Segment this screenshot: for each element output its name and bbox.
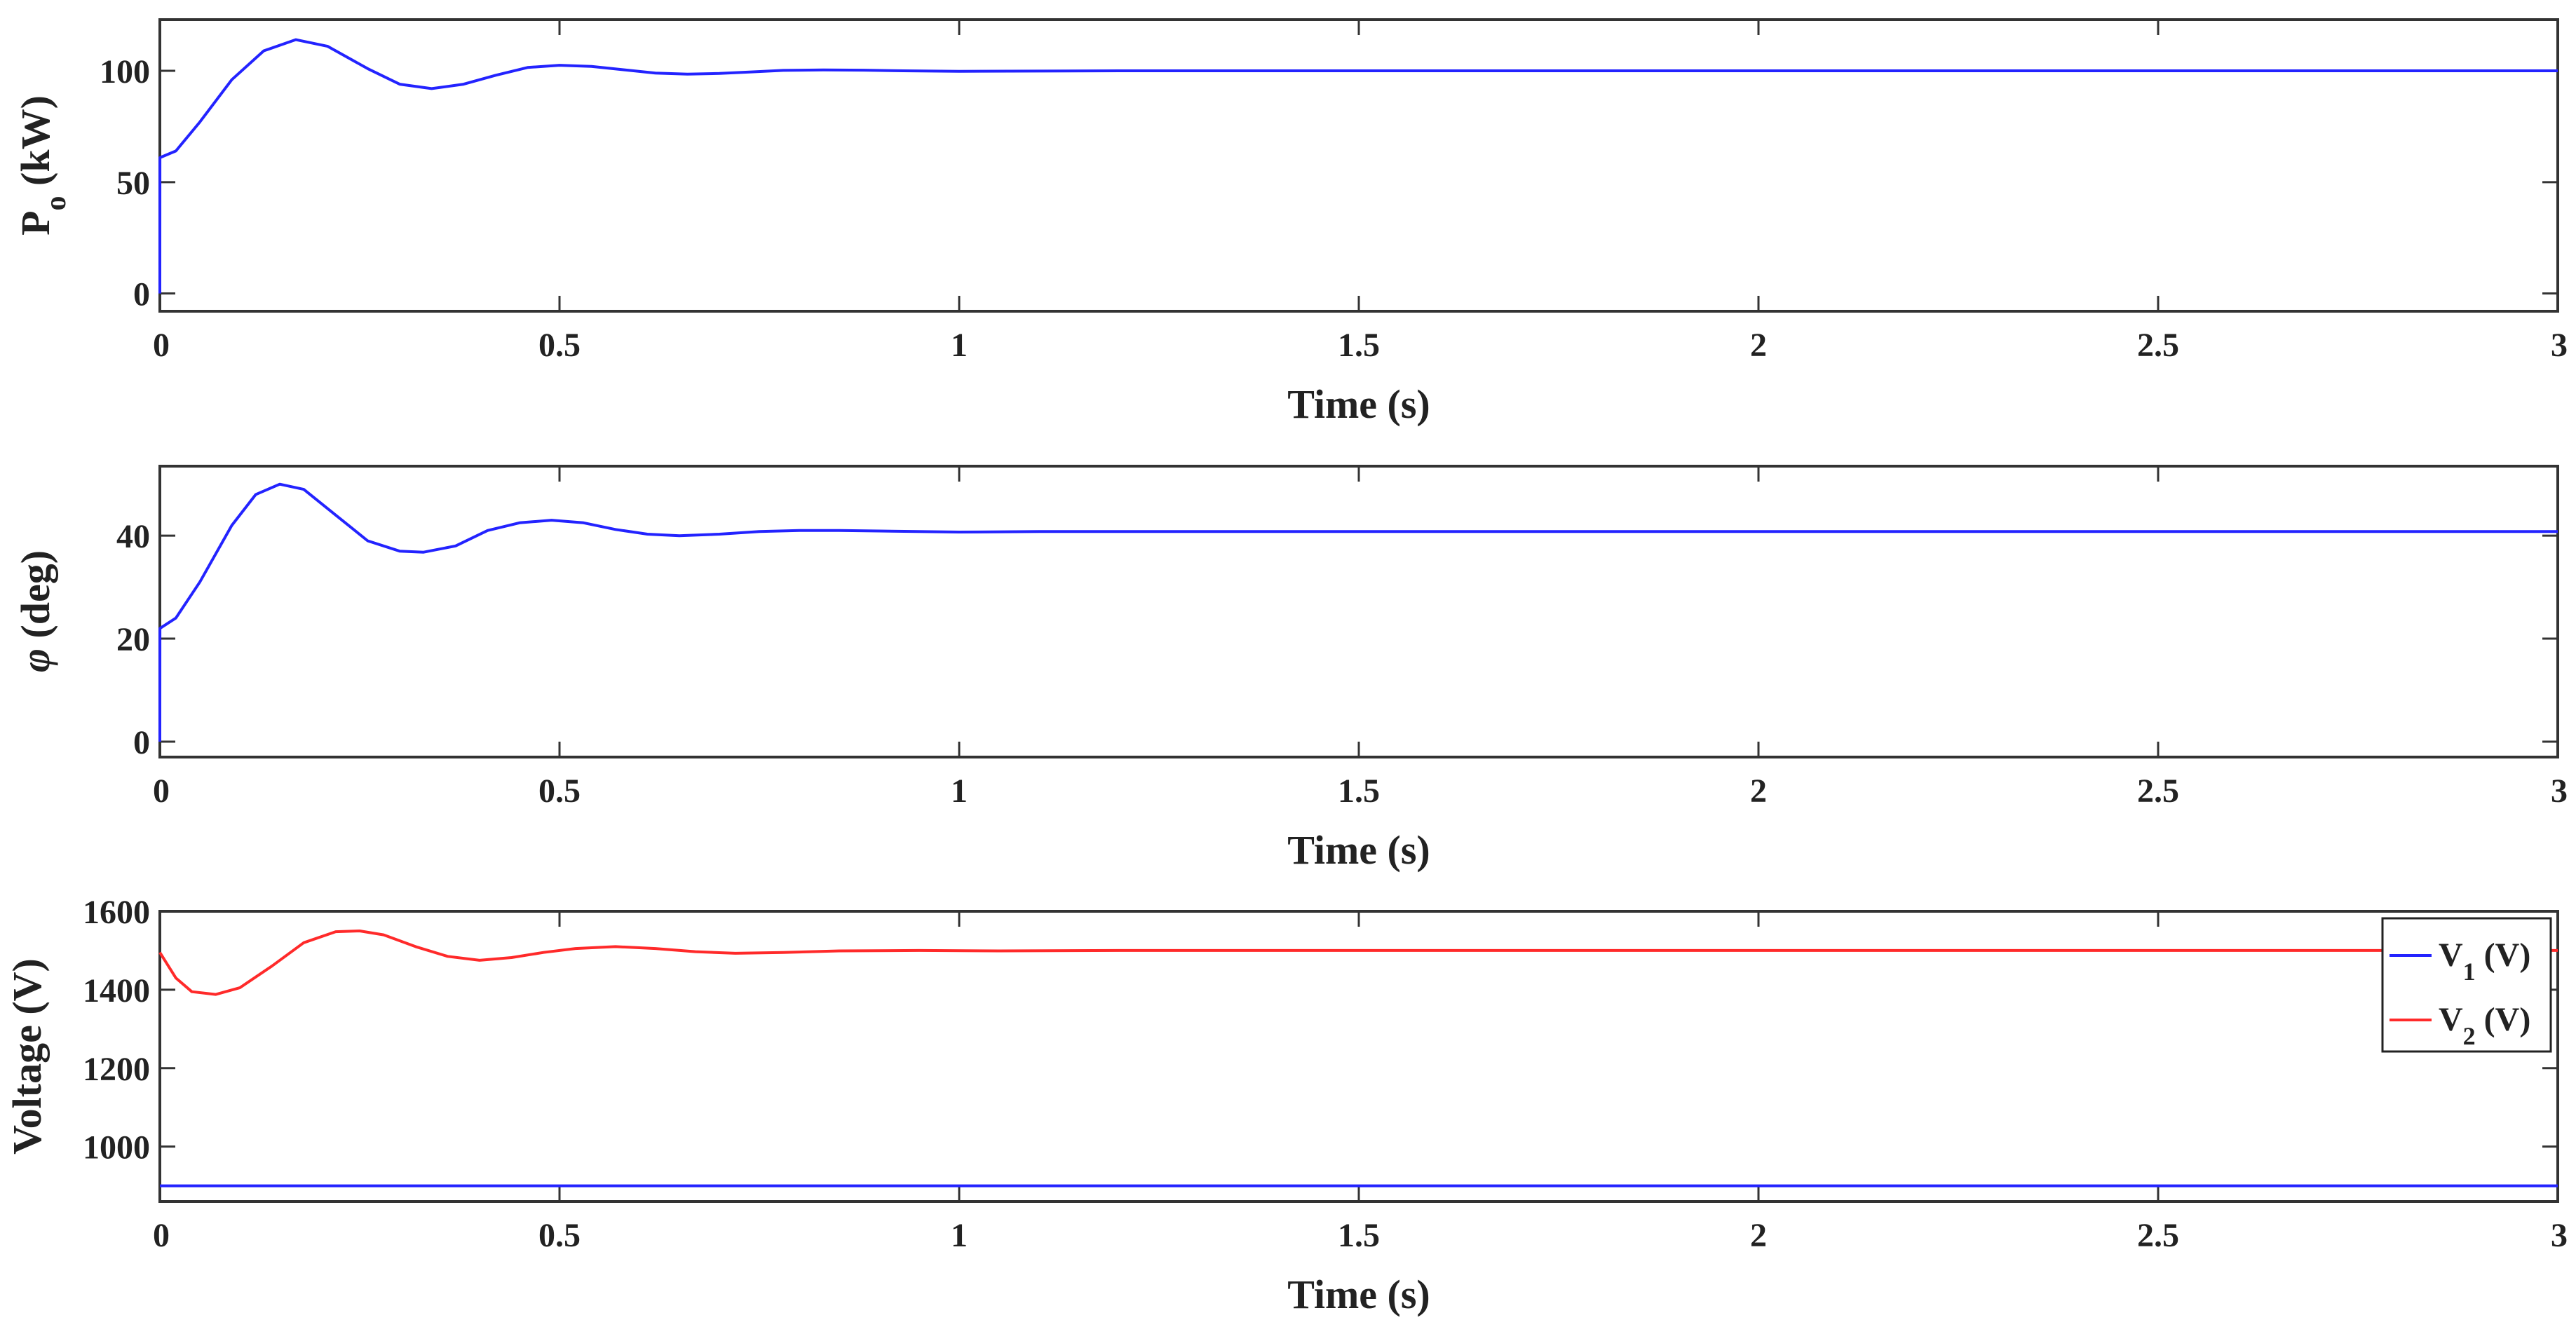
y-tick-label: 1600 (83, 894, 150, 931)
y-tick-label: 0 (133, 724, 150, 761)
x-tick-label: 0.5 (538, 1217, 581, 1254)
voltage-y-label: Voltage (V) (4, 958, 50, 1155)
x-tick-label: 3 (2551, 773, 2568, 810)
x-tick-label: 1.5 (1338, 327, 1380, 364)
y-tick-label: 1200 (83, 1051, 150, 1088)
legend-label-v1: V1 (V) (2439, 937, 2530, 986)
legend-box (2381, 917, 2552, 1053)
x-tick-label: 0.5 (538, 773, 581, 810)
voltage-legend: V1 (V) V2 (V) (2381, 917, 2552, 1053)
x-tick-label: 3 (2551, 327, 2568, 364)
y-tick-label: 1000 (83, 1129, 150, 1166)
x-tick-label: 0.5 (538, 327, 581, 364)
power-y-label: Po (kW) (13, 95, 72, 236)
x-tick-label: 2.5 (2137, 1217, 2179, 1254)
phase-x-label: Time (s) (1287, 827, 1430, 873)
voltage-x-label: Time (s) (1287, 1272, 1430, 1317)
power-subplot: 0 0.5 1 1.5 2 2.5 3 0 50 100 Time (s) Po (kW) (13, 18, 2568, 427)
x-tick-label: 1.5 (1338, 773, 1380, 810)
power-line (158, 38, 2558, 294)
voltage-subplot: 0 0.5 1 1.5 2 2.5 3 1000 1200 1400 1600 Time (s) V… (4, 894, 2568, 1317)
y-tick-label: 50 (116, 165, 150, 202)
x-tick-label: 1.5 (1338, 1217, 1380, 1254)
x-tick-label: 1 (951, 773, 968, 810)
x-tick-label: 0 (153, 773, 170, 810)
phase-subplot: 0 0.5 1 1.5 2 2.5 3 0 20 40 Time (s) φ (deg) (13, 465, 2568, 873)
phase-line (158, 482, 2558, 742)
x-tick-label: 0 (153, 1217, 170, 1254)
x-tick-label: 2.5 (2137, 327, 2179, 364)
phase-ticks: 0 0.5 1 1.5 2 2.5 3 0 20 40 (116, 466, 2568, 810)
x-tick-label: 2 (1750, 773, 1767, 810)
legend-label-v2: V2 (V) (2439, 1001, 2530, 1050)
y-tick-label: 40 (116, 518, 150, 555)
x-tick-label: 3 (2551, 1217, 2568, 1254)
power-x-label: Time (s) (1287, 381, 1430, 427)
x-tick-label: 0 (153, 327, 170, 364)
power-ticks: 0 0.5 1 1.5 2 2.5 3 0 50 100 (100, 20, 2568, 364)
phase-y-label: φ (deg) (13, 550, 58, 672)
v2-line (158, 930, 2558, 996)
y-tick-label: 0 (133, 276, 150, 313)
x-tick-label: 2.5 (2137, 773, 2179, 810)
voltage-ticks: 0 0.5 1 1.5 2 2.5 3 1000 1200 1400 1600 (83, 894, 2568, 1254)
y-tick-label: 20 (116, 621, 150, 658)
y-tick-label: 100 (100, 53, 150, 90)
x-tick-label: 2 (1750, 327, 1767, 364)
x-tick-label: 2 (1750, 1217, 1767, 1254)
y-tick-label: 1400 (83, 972, 150, 1009)
x-tick-label: 1 (951, 327, 968, 364)
x-tick-label: 1 (951, 1217, 968, 1254)
